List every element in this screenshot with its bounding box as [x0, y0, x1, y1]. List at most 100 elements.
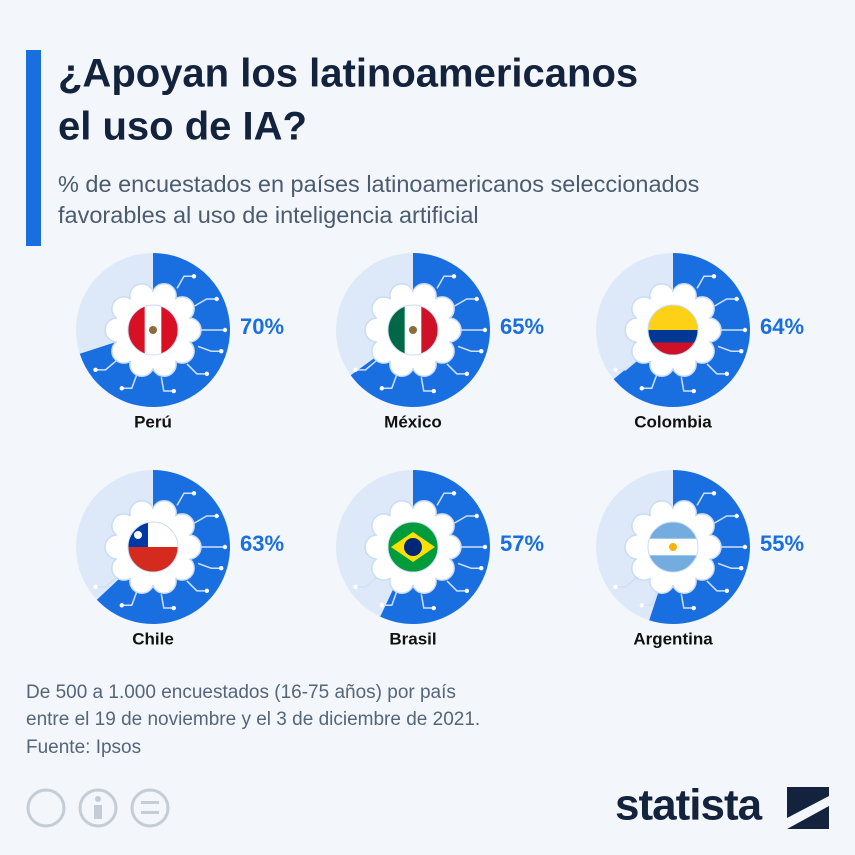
- flag: [648, 522, 698, 572]
- circuit-trace: [457, 345, 480, 352]
- circuit-node: [691, 388, 696, 394]
- circuit-node: [214, 513, 219, 519]
- circuit-trace: [357, 577, 377, 588]
- circuit-trace: [706, 363, 725, 375]
- circuit-trace: [696, 275, 712, 289]
- circuit-node: [734, 296, 739, 302]
- flag: [128, 305, 178, 355]
- value-label: 57%: [500, 531, 544, 556]
- pie: 70% Perú: [76, 253, 284, 431]
- pie: 55% Argentina: [596, 470, 804, 648]
- circuit-node: [474, 296, 479, 302]
- circuit-trace: [123, 591, 138, 607]
- circuit-trace: [454, 298, 475, 307]
- flag-ring: [127, 521, 179, 573]
- flag-stripe: [388, 305, 406, 355]
- subtitle-line-1: % de encuestados en países latinoamerica…: [58, 171, 699, 197]
- flag: [388, 305, 438, 355]
- circuit-trace: [446, 363, 465, 375]
- circuit-node: [479, 566, 484, 571]
- value-label: 70%: [240, 314, 284, 339]
- circuit-node: [742, 327, 748, 333]
- circuit-node: [222, 544, 228, 550]
- flag-emblem: [669, 543, 677, 551]
- circuit-trace: [446, 580, 465, 592]
- circuit-node: [711, 274, 717, 279]
- flag-globe: [404, 538, 422, 556]
- circuit-trace: [643, 374, 658, 390]
- circuit-node: [482, 327, 488, 333]
- pie: 57% Brasil: [336, 470, 544, 648]
- circuit-trace: [420, 594, 432, 609]
- circuit-node: [639, 603, 644, 608]
- circuit-trace: [617, 577, 637, 588]
- circuit-node: [379, 386, 384, 391]
- circuit-trace: [420, 377, 432, 392]
- category-label: Chile: [132, 629, 174, 648]
- accent-bar: [26, 50, 41, 246]
- circuit-node: [691, 605, 696, 611]
- pie: 64% Colombia: [596, 253, 804, 431]
- circuit-node: [613, 367, 618, 373]
- circuit-trace: [97, 360, 117, 371]
- flag-ring: [127, 304, 179, 356]
- circuit-node: [739, 349, 744, 354]
- circuit-node: [451, 274, 457, 279]
- circuit-node: [639, 386, 644, 391]
- circuit-node: [724, 371, 730, 377]
- circuit-node: [219, 349, 224, 354]
- circuit-trace: [680, 377, 692, 392]
- circuit-trace: [436, 492, 452, 506]
- circuit-trace: [160, 594, 172, 609]
- value-label: 63%: [240, 531, 284, 556]
- circuit-trace: [714, 515, 735, 524]
- circuit-trace: [383, 591, 398, 607]
- circuit-node: [724, 588, 730, 594]
- circuit-node: [191, 491, 197, 496]
- circuit-trace: [197, 562, 220, 569]
- circuit-trace: [176, 492, 192, 506]
- circuit-node: [431, 605, 436, 611]
- title-line-1: ¿Apoyan los latinoamericanos: [58, 52, 638, 96]
- circuit-trace: [617, 360, 637, 371]
- flag-stripe: [648, 522, 698, 540]
- circuit-trace: [717, 562, 740, 569]
- circuit-node: [613, 584, 618, 590]
- circuit-node: [353, 367, 358, 373]
- circuit-trace: [97, 577, 117, 588]
- circuit-node: [464, 371, 470, 377]
- circuit-trace: [186, 363, 205, 375]
- category-label: Perú: [134, 412, 172, 431]
- pie-grid: 70% Perú 65% México 64% Colombia 63% Chile 57% Br…: [76, 253, 804, 648]
- flag-ring: [647, 521, 699, 573]
- circuit-node: [119, 603, 124, 608]
- circuit-node: [482, 544, 488, 550]
- subtitle-line-2: favorables al uso de inteligencia artifi…: [58, 202, 479, 228]
- circuit-trace: [194, 515, 215, 524]
- note-line-2: entre el 19 de noviembre y el 3 de dicie…: [26, 709, 480, 730]
- cloud: [624, 283, 722, 377]
- flag-stripe: [161, 305, 178, 355]
- circuit-node: [451, 491, 457, 496]
- circuit-node: [214, 296, 219, 302]
- circuit-trace: [123, 374, 138, 390]
- flag-stripe: [128, 305, 146, 355]
- circuit-node: [739, 566, 744, 571]
- pie: 63% Chile: [76, 470, 284, 648]
- circuit-trace: [197, 345, 220, 352]
- circuit-node: [119, 386, 124, 391]
- circuit-node: [431, 388, 436, 394]
- circuit-node: [474, 513, 479, 519]
- flag-stripe: [648, 555, 698, 572]
- flag-emblem: [149, 326, 157, 334]
- circuit-trace: [643, 591, 658, 607]
- circuit-node: [204, 371, 210, 377]
- value-label: 64%: [760, 314, 804, 339]
- circuit-node: [93, 584, 98, 590]
- pie: 65% México: [336, 253, 544, 431]
- circuit-node: [379, 603, 384, 608]
- circuit-node: [93, 367, 98, 373]
- flag-ring: [647, 304, 699, 356]
- circuit-trace: [680, 594, 692, 609]
- circuit-trace: [696, 492, 712, 506]
